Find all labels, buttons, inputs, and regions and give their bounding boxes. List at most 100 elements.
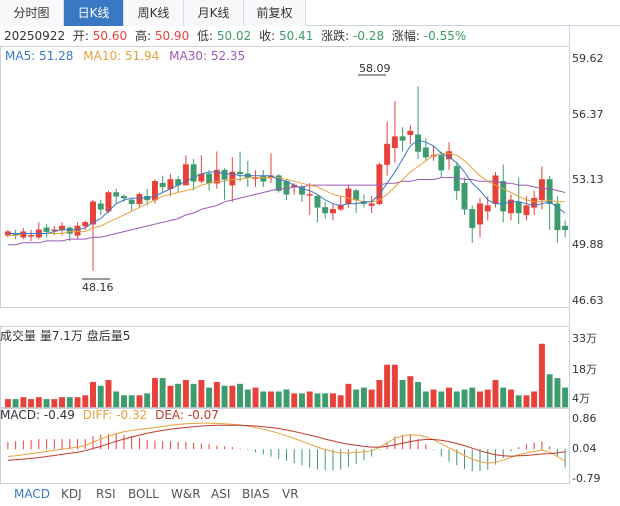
candle[interactable] — [562, 220, 569, 238]
volume-bar — [213, 381, 220, 408]
quote-pct: -0.55% — [424, 29, 466, 43]
volume-bar — [20, 397, 27, 408]
candles-layer — [4, 86, 569, 271]
volume-bar — [484, 389, 491, 408]
candle[interactable] — [546, 175, 553, 230]
volume-bar — [252, 387, 259, 408]
candle[interactable] — [446, 142, 452, 171]
tab-intraday[interactable]: 分时图 — [0, 0, 64, 26]
indicator-tab-rsi[interactable]: RSI — [96, 487, 116, 501]
candle[interactable] — [121, 194, 127, 202]
tab-monthly-kline[interactable]: 月K线 — [184, 0, 244, 26]
tab-forward-adjusted[interactable]: 前复权 — [244, 0, 306, 26]
candle[interactable] — [453, 162, 460, 200]
indicator-tab-asi[interactable]: ASI — [211, 487, 231, 501]
candle[interactable] — [237, 151, 244, 182]
candle[interactable] — [35, 222, 42, 240]
candle[interactable] — [314, 194, 321, 223]
candle[interactable] — [415, 86, 422, 159]
volume-bar — [121, 395, 127, 408]
ma5-line — [7, 139, 566, 234]
volume-bar — [198, 380, 205, 408]
volume-bar — [376, 380, 383, 408]
indicator-tab-bias[interactable]: BIAS — [242, 487, 270, 501]
candle[interactable] — [461, 177, 468, 215]
candle[interactable] — [182, 155, 189, 186]
tab-weekly-kline[interactable]: 周K线 — [124, 0, 184, 26]
kline-chart[interactable]: 20250922 开: 50.60 高: 50.90 低: 50.02 收: 5… — [0, 26, 620, 484]
price-axis-label: 46.63 — [572, 294, 604, 307]
volume-bar — [4, 399, 11, 408]
volume-bar — [113, 391, 120, 408]
volume-bar — [337, 395, 344, 408]
tab-daily-kline[interactable]: 日K线 — [64, 0, 124, 26]
candle[interactable] — [260, 170, 267, 187]
candle[interactable] — [399, 127, 406, 152]
candle[interactable] — [531, 190, 538, 215]
indicator-tab-boll[interactable]: BOLL — [128, 487, 159, 501]
volume-bar — [515, 395, 522, 408]
candle[interactable] — [438, 151, 445, 178]
candle[interactable] — [500, 164, 507, 223]
candle[interactable] — [407, 125, 414, 145]
candle[interactable] — [554, 196, 561, 243]
svg-text:MA5: 51.28 MA10: 51.94: MA5: 51.28 MA10: 51.94 MA30: 52.35 — [5, 49, 245, 63]
volume-bar — [477, 391, 483, 408]
candle[interactable] — [190, 158, 197, 191]
candle[interactable] — [268, 153, 274, 184]
diff-line — [7, 422, 566, 464]
candle[interactable] — [244, 160, 251, 187]
volume-bar — [469, 387, 476, 408]
volume-bar — [175, 383, 182, 408]
volume-bar — [306, 391, 313, 408]
candle[interactable] — [275, 173, 282, 193]
candle[interactable] — [337, 196, 344, 212]
volume-bar — [422, 391, 429, 408]
macd-axis-label: 0.86 — [572, 412, 597, 425]
quote-open: 50.60 — [93, 29, 127, 43]
candle[interactable] — [90, 199, 96, 271]
quote-close-label: 收: — [259, 29, 275, 43]
quote-change-label: 涨跌: — [321, 28, 349, 43]
candle[interactable] — [128, 198, 135, 212]
candle[interactable] — [306, 183, 313, 215]
candle[interactable] — [206, 170, 213, 191]
price-axis-label: 56.37 — [572, 108, 604, 121]
candle[interactable] — [368, 196, 375, 213]
candle[interactable] — [391, 101, 398, 163]
candle[interactable] — [159, 175, 166, 193]
candle[interactable] — [469, 205, 476, 243]
volume-bar — [66, 397, 73, 408]
candle[interactable] — [322, 201, 329, 219]
indicator-tab-vr[interactable]: VR — [282, 487, 299, 501]
candle[interactable] — [43, 224, 50, 238]
candle[interactable] — [74, 222, 81, 240]
candle[interactable] — [477, 198, 483, 238]
quote-change: -0.28 — [353, 29, 384, 43]
volume-bar — [291, 393, 298, 408]
quote-high-label: 高: — [135, 28, 151, 43]
candle[interactable] — [136, 192, 143, 208]
candle[interactable] — [97, 199, 104, 215]
candle[interactable] — [329, 203, 336, 221]
indicator-tab-kdj[interactable]: KDJ — [61, 487, 82, 501]
svg-text:MACD: -0.49 DIFF: -0.32: MACD: -0.49 DIFF: -0.32 DEA: -0.07 — [0, 408, 219, 422]
volume-bar — [430, 389, 437, 408]
volume-bar — [446, 387, 452, 408]
volume-bar — [260, 391, 267, 408]
candle[interactable] — [492, 172, 499, 208]
indicator-tab-w-r[interactable]: W&R — [171, 487, 201, 501]
candle[interactable] — [252, 170, 259, 187]
candle[interactable] — [198, 155, 205, 184]
indicator-tab-macd[interactable]: MACD — [14, 487, 50, 501]
ma30-line — [7, 177, 566, 246]
candle[interactable] — [213, 151, 220, 189]
candle[interactable] — [167, 173, 174, 197]
candle[interactable] — [113, 188, 120, 204]
quote-low: 50.02 — [217, 29, 251, 43]
candle[interactable] — [28, 229, 35, 241]
volume-bar — [51, 399, 58, 408]
candle[interactable] — [384, 121, 391, 176]
candle[interactable] — [507, 194, 514, 221]
candle[interactable] — [66, 226, 73, 241]
